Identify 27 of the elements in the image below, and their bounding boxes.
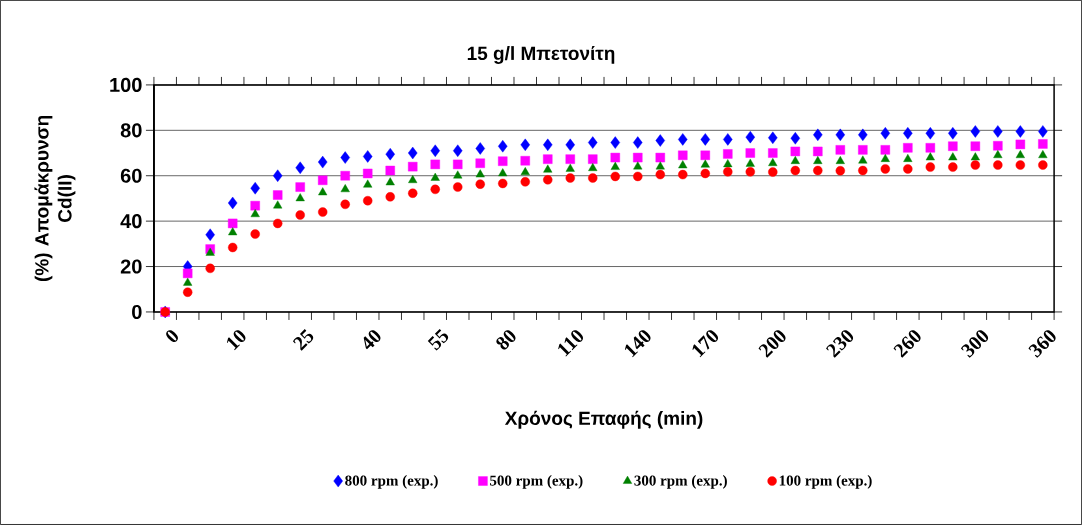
y-axis-title: (%) Απομάκρυνση Cd(II) — [34, 116, 76, 282]
y-tick-label: 40 — [120, 214, 142, 229]
legend-label: 300 rpm (exp.) — [634, 475, 727, 489]
x-tick-label: 170 — [692, 330, 719, 358]
y-tick-label: 0 — [132, 304, 142, 320]
y-tick-label: 100 — [110, 77, 142, 93]
x-tick-label: 110 — [558, 330, 584, 357]
y-tick-label: 80 — [120, 123, 142, 138]
chart-title: 15 g/l Μπετονίτη — [467, 45, 615, 64]
x-tick-label: 0 — [166, 330, 178, 343]
x-tick-label: 140 — [624, 330, 651, 358]
y-tick-label: 60 — [120, 168, 142, 183]
legend-label: 800 rpm (exp.) — [345, 475, 438, 489]
x-tick-label: 260 — [893, 330, 921, 358]
x-tick-label: 10 — [226, 330, 246, 351]
x-tick-label: 300 — [960, 330, 989, 358]
legend-label: 100 rpm (exp.) — [779, 475, 872, 489]
x-tick-label: 55 — [427, 329, 449, 351]
x-tick-label: 360 — [1028, 330, 1056, 358]
x-tick-label: 80 — [496, 330, 516, 350]
x-axis-title: Χρόνος Επαφής (min) — [504, 410, 703, 429]
x-tick-label: 40 — [363, 330, 381, 350]
y-tick-label: 20 — [120, 259, 142, 274]
x-tick-label: 200 — [758, 330, 786, 358]
legend-label: 500 rpm (exp.) — [490, 475, 583, 489]
x-tick-label: 25 — [292, 329, 314, 351]
x-tick-label: 230 — [826, 330, 854, 358]
